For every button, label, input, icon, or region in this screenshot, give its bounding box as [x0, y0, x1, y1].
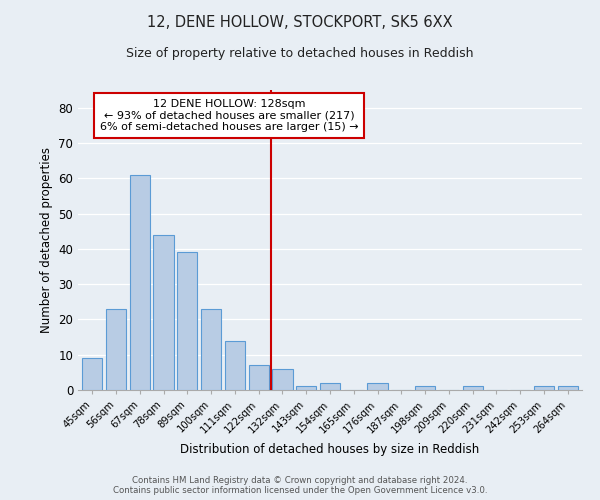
Bar: [320, 383, 340, 390]
Bar: [82, 358, 103, 390]
Bar: [248, 366, 269, 390]
Bar: [296, 386, 316, 390]
Y-axis label: Number of detached properties: Number of detached properties: [40, 147, 53, 333]
Text: 12 DENE HOLLOW: 128sqm
← 93% of detached houses are smaller (217)
6% of semi-det: 12 DENE HOLLOW: 128sqm ← 93% of detached…: [100, 99, 359, 132]
Bar: [272, 369, 293, 390]
Bar: [154, 234, 173, 390]
Bar: [463, 386, 483, 390]
Bar: [367, 383, 388, 390]
Bar: [106, 309, 126, 390]
Text: Contains HM Land Registry data © Crown copyright and database right 2024.
Contai: Contains HM Land Registry data © Crown c…: [113, 476, 487, 495]
Text: 12, DENE HOLLOW, STOCKPORT, SK5 6XX: 12, DENE HOLLOW, STOCKPORT, SK5 6XX: [147, 15, 453, 30]
Bar: [130, 174, 150, 390]
X-axis label: Distribution of detached houses by size in Reddish: Distribution of detached houses by size …: [181, 443, 479, 456]
Bar: [534, 386, 554, 390]
Bar: [225, 340, 245, 390]
Bar: [557, 386, 578, 390]
Bar: [201, 309, 221, 390]
Bar: [177, 252, 197, 390]
Bar: [415, 386, 435, 390]
Text: Size of property relative to detached houses in Reddish: Size of property relative to detached ho…: [126, 48, 474, 60]
